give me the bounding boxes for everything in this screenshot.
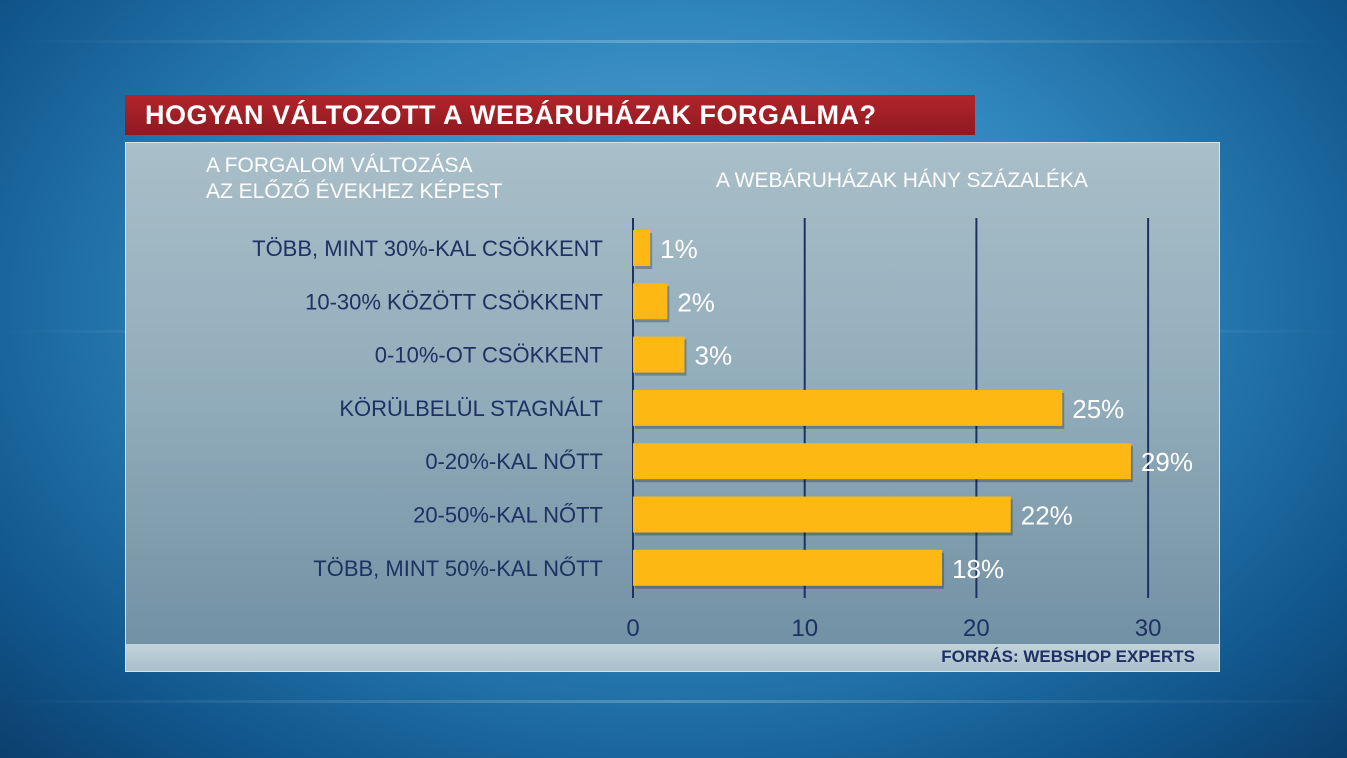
bar [633, 443, 1131, 480]
x-tick-label: 10 [791, 615, 818, 642]
bar-chart: 0 10 20 30 1% TÖBB, MINT 30%-KAL CSÖKKENT 2% 10… [252, 218, 1193, 642]
data-label: 1% [660, 234, 698, 264]
bar [633, 230, 651, 266]
y-header-line: AZ ELŐZŐ ÉVEKHEZ KÉPEST [206, 180, 503, 203]
data-label: 22% [1021, 501, 1073, 531]
x-axis-header: A WEBÁRUHÁZAK HÁNY SZÁZALÉKA [716, 169, 1088, 192]
category-label: 10-30% KÖZÖTT CSÖKKENT [305, 289, 603, 314]
category-label: KÖRÜLBELÜL STAGNÁLT [339, 396, 603, 421]
y-header-line: A FORGALOM VÁLTOZÁSA [206, 154, 473, 177]
data-label: 25% [1072, 394, 1124, 424]
category-label: 0-20%-KAL NŐTT [425, 449, 603, 474]
data-label: 3% [695, 341, 733, 371]
category-label: 20-50%-KAL NŐTT [413, 503, 603, 528]
bar [633, 389, 1063, 426]
source-text: FORRÁS: WEBSHOP EXPERTS [941, 647, 1195, 666]
category-label: TÖBB, MINT 30%-KAL CSÖKKENT [252, 236, 603, 261]
category-label: 0-10%-OT CSÖKKENT [375, 343, 603, 368]
footer-strip: FORRÁS: WEBSHOP EXPERTS [126, 644, 1219, 671]
data-label: 29% [1141, 447, 1193, 477]
bar [633, 283, 668, 320]
data-label: 2% [677, 287, 715, 317]
chart-panel: A FORGALOM VÁLTOZÁSA AZ ELŐZŐ ÉVEKHEZ KÉ… [125, 142, 1220, 672]
category-label: TÖBB, MINT 50%-KAL NŐTT [313, 556, 603, 581]
bar [633, 496, 1011, 533]
x-tick-label: 0 [626, 615, 639, 642]
data-label: 18% [952, 554, 1004, 584]
background-streak [0, 40, 1347, 43]
bar [633, 549, 943, 586]
y-axis-header: A FORGALOM VÁLTOZÁSA AZ ELŐZŐ ÉVEKHEZ KÉ… [206, 153, 502, 205]
bar [633, 336, 685, 373]
x-tick-label: 30 [1135, 615, 1162, 642]
x-tick-label: 20 [963, 615, 990, 642]
background-streak [0, 700, 1347, 703]
chart-title: HOGYAN VÁLTOZOTT A WEBÁRUHÁZAK FORGALMA? [125, 95, 975, 135]
